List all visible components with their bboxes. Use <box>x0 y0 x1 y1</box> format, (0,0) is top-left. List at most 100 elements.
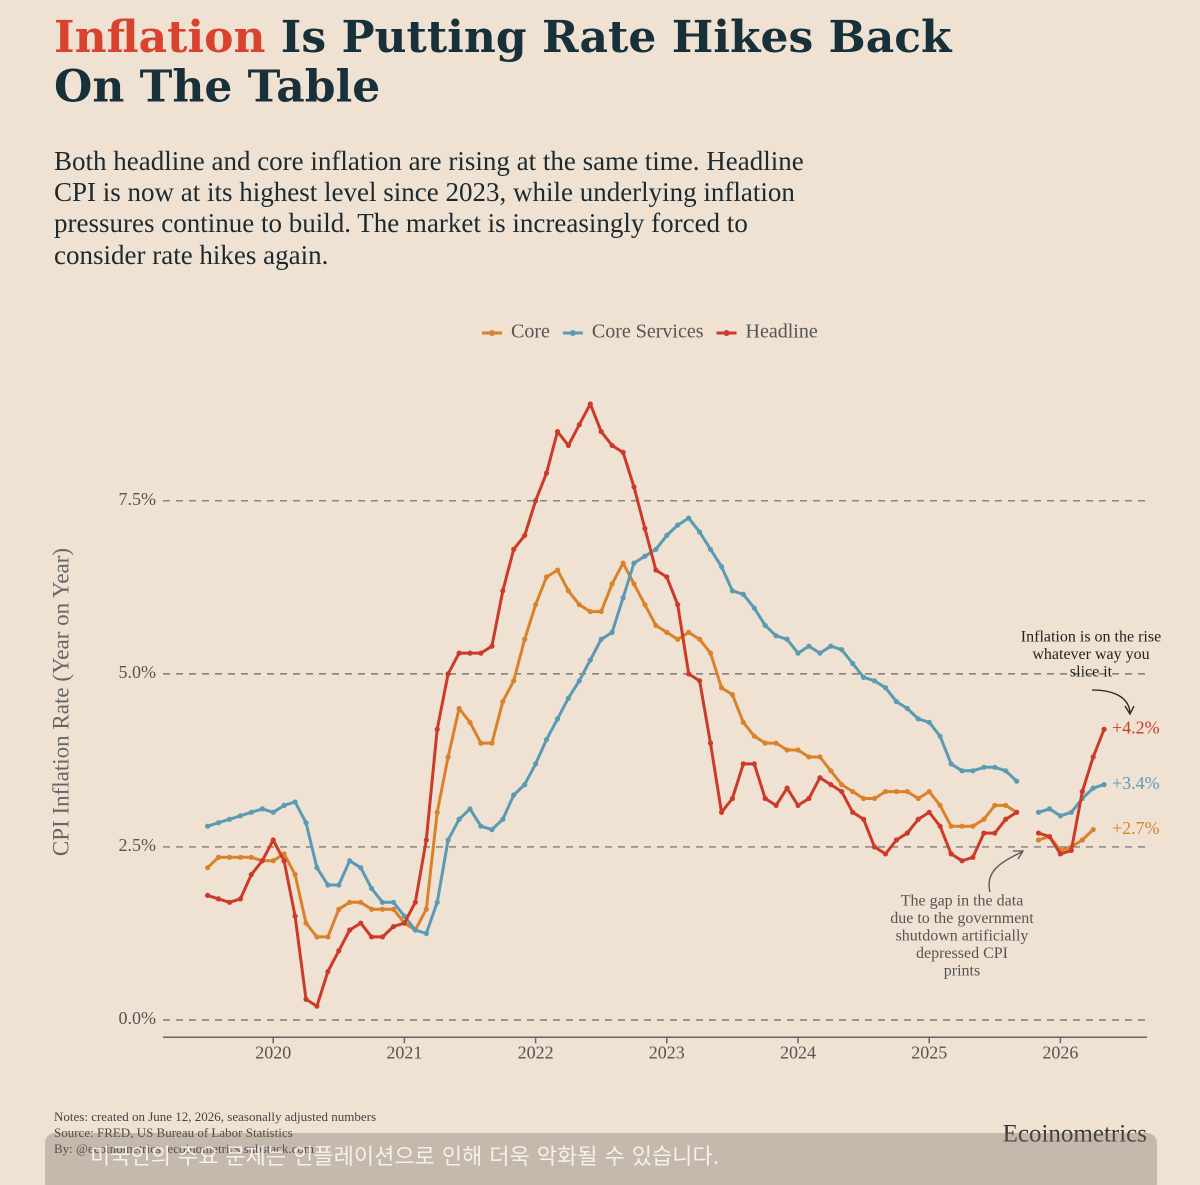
data-point <box>1057 851 1064 857</box>
data-point <box>751 761 757 767</box>
chart-title: On The Table <box>54 62 380 113</box>
x-tick-label: 2021 <box>386 1042 422 1062</box>
notes: Notes: created on June 12, 2026, seasona… <box>54 1109 376 1124</box>
data-point <box>1068 847 1074 854</box>
data-point <box>675 602 681 608</box>
data-point <box>729 692 736 698</box>
data-point <box>270 809 276 815</box>
data-point <box>707 740 714 746</box>
data-point <box>237 854 244 860</box>
data-point <box>653 622 659 629</box>
data-point <box>303 996 309 1002</box>
data-point <box>587 657 593 663</box>
annotation-arrow <box>1091 689 1131 713</box>
x-tick-label: 2020 <box>255 1042 291 1062</box>
data-point <box>718 685 725 691</box>
data-point <box>904 788 910 795</box>
data-point <box>1090 785 1096 791</box>
data-point <box>1035 830 1042 836</box>
data-point <box>205 823 211 829</box>
data-point <box>412 899 418 905</box>
data-point <box>423 906 429 912</box>
data-point <box>970 854 976 860</box>
annotation: Inflation is on the rise <box>1021 629 1161 646</box>
data-point <box>1003 768 1009 774</box>
data-point <box>893 788 900 795</box>
data-point <box>642 525 648 532</box>
annotation: prints <box>944 963 980 980</box>
data-point <box>358 920 364 926</box>
data-point <box>369 906 375 912</box>
data-point <box>259 806 265 812</box>
data-point <box>292 872 298 878</box>
data-point <box>762 795 768 802</box>
data-point <box>1068 809 1074 815</box>
data-point <box>926 809 932 815</box>
data-point <box>686 629 692 635</box>
subtitle: consider rate hikes again. <box>54 240 328 270</box>
x-tick-label: 2022 <box>518 1042 554 1062</box>
data-point <box>915 795 921 802</box>
data-point <box>347 927 353 933</box>
data-point <box>336 948 342 954</box>
data-point <box>871 795 878 802</box>
data-point <box>981 764 987 770</box>
data-point <box>948 851 954 857</box>
x-tick-label: 2024 <box>780 1042 816 1062</box>
data-point <box>434 899 440 905</box>
annotation: slice it <box>1070 664 1113 681</box>
data-point <box>489 740 495 746</box>
data-point <box>543 470 550 476</box>
data-point <box>1101 726 1107 732</box>
data-point <box>751 733 757 739</box>
data-point <box>500 698 506 705</box>
annotation-arrow <box>988 851 1023 893</box>
annotation: The gap in the data <box>901 893 1024 910</box>
data-point <box>959 823 965 829</box>
brand: Ecoinometrics <box>1003 1121 1147 1148</box>
data-point <box>336 906 342 912</box>
data-point <box>576 678 582 684</box>
data-point <box>937 802 943 809</box>
data-point <box>522 532 528 539</box>
data-point <box>226 854 233 860</box>
data-point <box>511 792 517 798</box>
legend-label: Headline <box>746 321 818 343</box>
data-point <box>1090 827 1096 833</box>
subtitle: Both headline and core inflation are ris… <box>54 146 804 176</box>
data-point <box>215 854 222 860</box>
byline: By: @ecoinometrics, ecoinometrics.substa… <box>54 1141 314 1156</box>
data-point <box>806 795 812 802</box>
data-point <box>434 726 440 732</box>
data-point <box>795 802 801 809</box>
data-point <box>576 422 582 428</box>
data-point <box>762 622 768 629</box>
data-point <box>740 591 746 597</box>
data-point <box>686 515 692 521</box>
data-point <box>817 650 823 656</box>
data-point <box>893 698 900 705</box>
data-point <box>773 802 779 809</box>
data-point <box>839 782 845 788</box>
data-point <box>369 885 375 892</box>
caption-bar <box>45 1133 1157 1185</box>
data-point <box>347 899 353 905</box>
data-point <box>937 823 943 829</box>
data-point <box>1003 802 1009 809</box>
data-point <box>1057 813 1064 819</box>
data-point <box>1090 754 1096 760</box>
data-point <box>489 827 495 833</box>
data-point <box>423 930 429 937</box>
data-point <box>850 809 856 815</box>
data-point <box>806 754 812 760</box>
data-point <box>915 816 921 822</box>
data-point <box>565 588 572 594</box>
annotation: whatever way you <box>1032 646 1149 663</box>
data-point <box>358 865 364 871</box>
data-point <box>215 820 222 826</box>
y-tick-label: 2.5% <box>119 835 157 855</box>
legend-swatch <box>489 330 495 336</box>
title-rest: Is Putting Rate Hikes Back <box>281 12 953 63</box>
data-point <box>1014 809 1020 815</box>
end-label: +3.4% <box>1112 773 1160 793</box>
